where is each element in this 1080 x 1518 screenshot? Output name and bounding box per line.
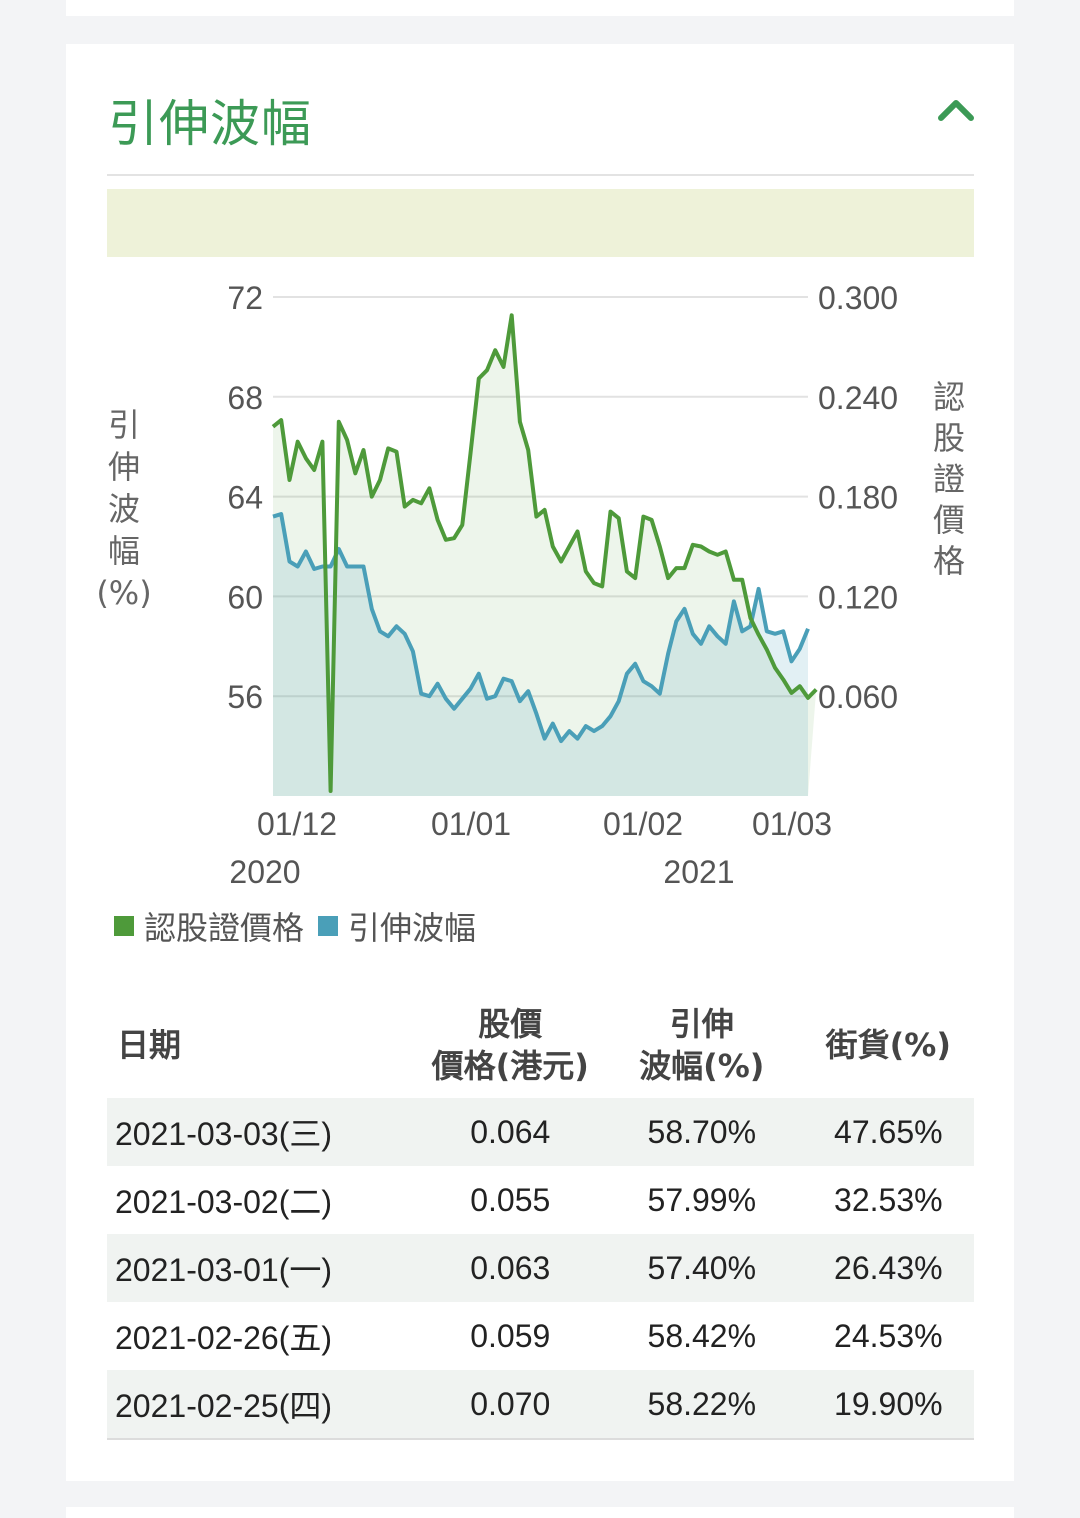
cell-iv: 57.99% — [647, 1181, 757, 1218]
table-row[interactable]: 2021-03-03(三) 0.064 58.70% 47.65% — [107, 1098, 974, 1166]
cell-date: 2021-03-01(一) — [107, 1234, 420, 1302]
table-header-row: 日期 股價 價格(港元) 引伸 波幅(%) 街貨(%) — [107, 992, 974, 1098]
price-series-line — [271, 313, 818, 793]
header-iv: 引伸 波幅(%) — [639, 1005, 765, 1085]
cell-date: 2021-02-25(四) — [107, 1370, 420, 1440]
price-area — [273, 315, 817, 796]
cell-iv: 58.70% — [600, 1098, 803, 1166]
cell-outstanding: 26.43% — [802, 1234, 974, 1302]
y-left-tick-label: 72 — [227, 280, 263, 316]
chart-legend: 認股證價格 引伸波幅 — [114, 904, 490, 948]
x-year-label: 2020 — [229, 854, 300, 890]
cell-iv: 58.22% — [600, 1370, 803, 1440]
legend-item-price[interactable]: 認股證價格 — [114, 903, 304, 949]
implied-volatility-card: 引伸波幅 認股證價格 引伸波幅 日期 股價 價格(港元) 引伸 波幅(%) 街貨(%… — [66, 44, 1014, 1481]
x-tick-label: 01/03 — [752, 806, 832, 842]
section-title: 引伸波幅 — [108, 95, 312, 153]
cell-outstanding: 24.53% — [834, 1317, 943, 1354]
header-price: 股價 價格(港元) — [431, 1005, 589, 1085]
y-left-tick-label: 60 — [227, 579, 263, 615]
table-row[interactable]: 2021-02-25(四) 0.070 58.22% 19.90% — [107, 1370, 974, 1440]
header-outstanding: 街貨(%) — [825, 1026, 951, 1064]
cell-price: 0.070 — [419, 1370, 601, 1440]
cell-outstanding: 32.53% — [834, 1181, 943, 1218]
cell-price: 0.055 — [470, 1181, 551, 1218]
title-divider — [107, 174, 974, 176]
legend-label-iv: 引伸波幅 — [348, 909, 477, 947]
header-date: 日期 — [117, 1026, 182, 1064]
y-right-tick-label: 0.300 — [818, 280, 898, 316]
y-left-tick-label: 56 — [227, 679, 263, 715]
legend-swatch-iv — [318, 916, 339, 936]
cell-outstanding: 19.90% — [802, 1370, 974, 1440]
x-year-label: 2021 — [663, 854, 734, 890]
previous-card — [66, 0, 1014, 16]
x-tick-label: 01/12 — [257, 806, 337, 842]
info-banner — [107, 189, 974, 257]
next-card — [66, 1507, 1014, 1518]
cell-price: 0.059 — [470, 1317, 551, 1354]
cell-date: 2021-03-03(三) — [107, 1098, 420, 1166]
table-row[interactable]: 2021-03-01(一) 0.063 57.40% 26.43% — [107, 1234, 974, 1302]
volatility-chart: 72 68 64 60 56 0.300 0.240 0.180 0.120 0.060 01/12… — [96, 280, 965, 890]
volatility-table: 日期 股價 價格(港元) 引伸 波幅(%) 街貨(%) 2021-03-03(三) 0… — [107, 992, 974, 1440]
y-right-tick-label: 0.060 — [818, 679, 898, 715]
cell-iv: 58.42% — [647, 1317, 757, 1354]
cell-date: 2021-02-26(五) — [115, 1320, 333, 1356]
cell-price: 0.064 — [419, 1098, 601, 1166]
table-row[interactable]: 2021-02-26(五) 0.059 58.42% 24.53% — [107, 1302, 974, 1370]
cell-date: 2021-03-02(二) — [115, 1184, 333, 1220]
y-right-tick-label: 0.240 — [818, 380, 898, 416]
iv-area — [273, 514, 808, 796]
iv-series-line — [272, 512, 810, 744]
chevron-up-icon[interactable] — [936, 94, 976, 124]
legend-item-iv[interactable]: 引伸波幅 — [318, 903, 476, 949]
x-tick-label: 01/02 — [603, 806, 683, 842]
cell-price: 0.063 — [419, 1234, 601, 1302]
cell-outstanding: 47.65% — [802, 1098, 974, 1166]
y-left-tick-label: 64 — [227, 480, 263, 516]
cell-iv: 57.40% — [600, 1234, 803, 1302]
legend-swatch-price — [114, 916, 134, 936]
x-tick-label: 01/01 — [431, 806, 511, 842]
y-right-tick-label: 0.120 — [818, 579, 898, 615]
y-right-axis-title: 認股證價格 — [933, 378, 965, 580]
y-right-tick-label: 0.180 — [818, 480, 898, 516]
legend-label-price: 認股證價格 — [144, 909, 305, 947]
table-row[interactable]: 2021-03-02(二) 0.055 57.99% 32.53% — [107, 1166, 974, 1234]
y-left-tick-label: 68 — [227, 380, 263, 416]
y-left-axis-title: 引伸波幅(%) — [96, 406, 151, 612]
